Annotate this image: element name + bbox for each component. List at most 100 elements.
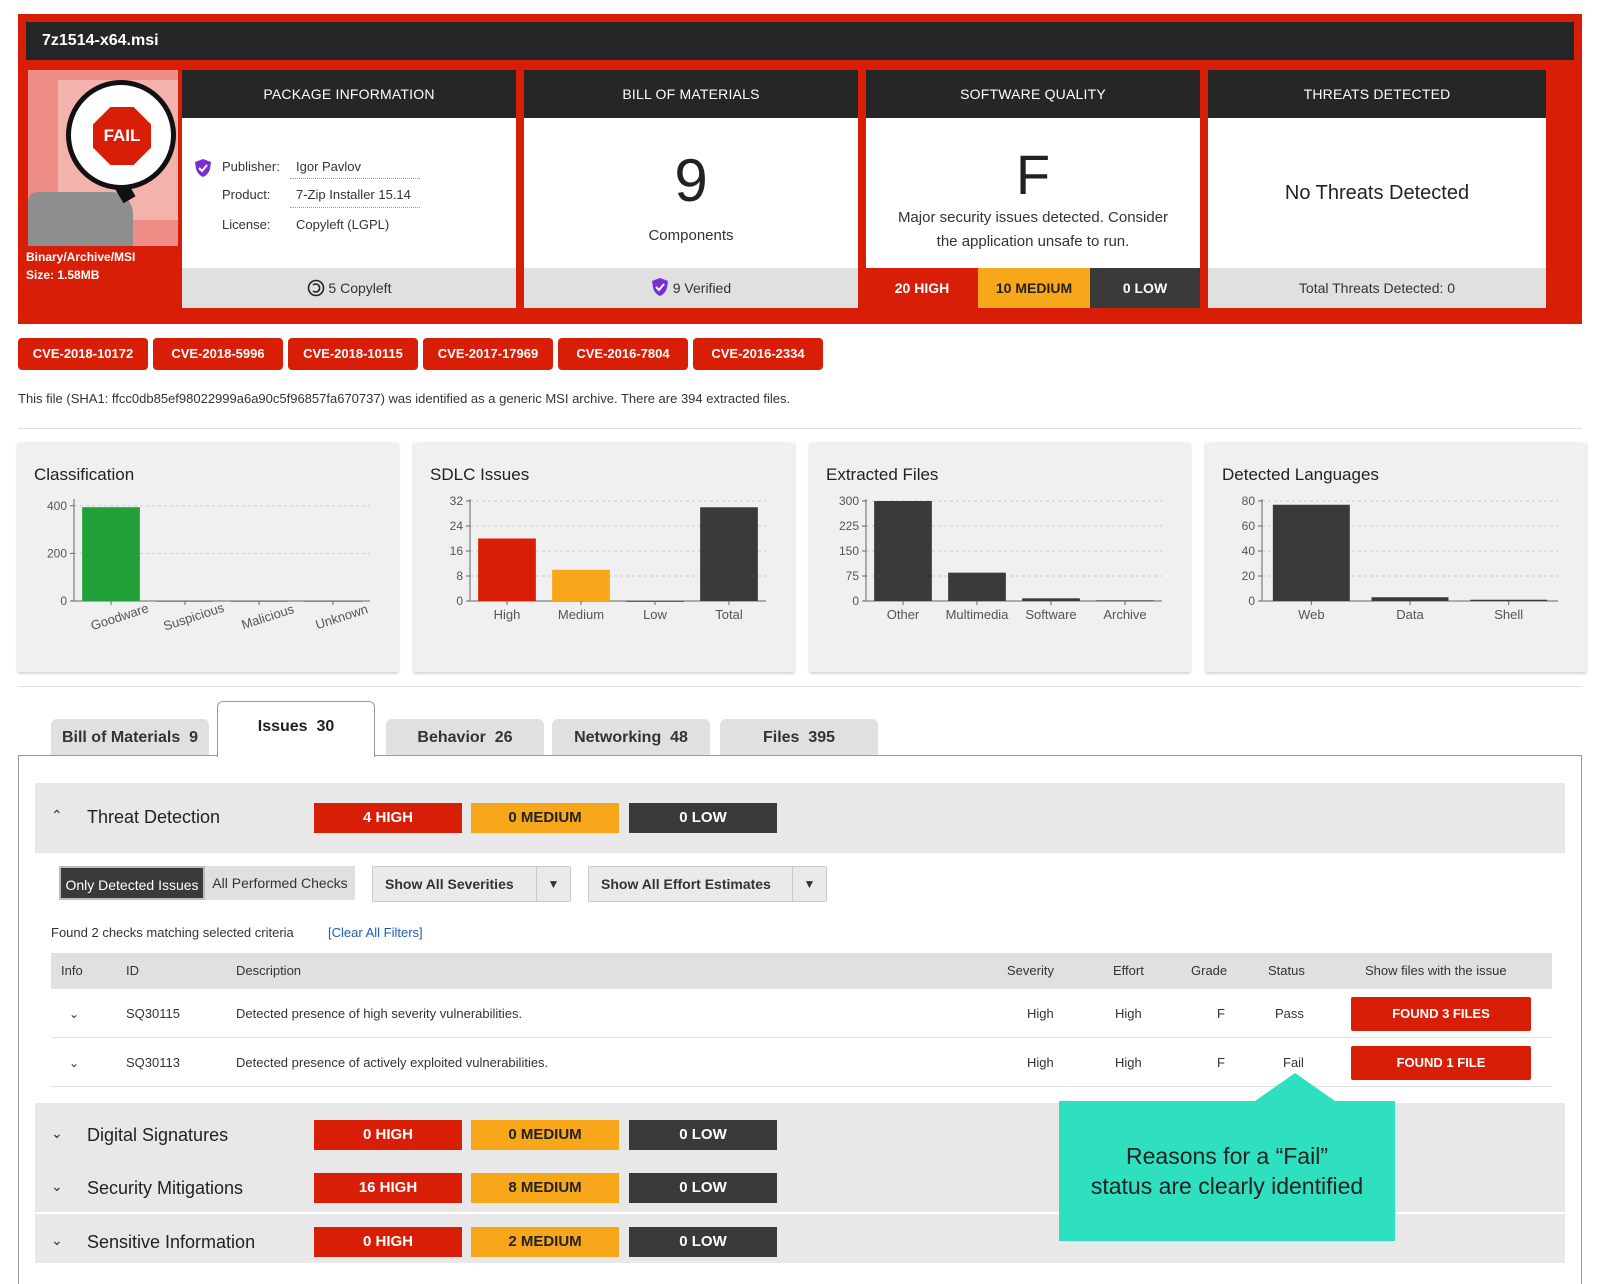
- tab-files[interactable]: Files 395: [720, 719, 878, 757]
- table-row[interactable]: ⌄ SQ30115 Detected presence of high seve…: [51, 990, 1552, 1038]
- verified-count: 9 Verified: [672, 280, 732, 296]
- chart-canvas: 0 8 16 24 32 High Medium Low Total: [450, 494, 766, 622]
- classification-chart: Classification 0 200 400 Goodware Suspicious…: [18, 443, 398, 672]
- x-tick-label: Multimedia: [946, 607, 1010, 622]
- all-performed-checks-toggle[interactable]: All Performed Checks: [205, 866, 355, 900]
- cve-chip[interactable]: CVE-2018-10115: [288, 338, 418, 370]
- cve-chip[interactable]: CVE-2018-5996: [153, 338, 283, 370]
- y-tick-label: 24: [450, 519, 464, 533]
- clear-filters-link[interactable]: [Clear All Filters]: [328, 925, 423, 940]
- found-files-button[interactable]: FOUND 3 FILES: [1351, 997, 1531, 1031]
- bill-of-materials-card: BILL OF MATERIALS 9 Components 9 Verifie…: [524, 70, 858, 308]
- medium-count-badge: 0 MEDIUM: [471, 803, 619, 833]
- chevron-down-icon[interactable]: ⌄: [51, 1178, 63, 1194]
- divider: [290, 207, 420, 208]
- medium-count-badge: 10 MEDIUM: [978, 268, 1090, 308]
- chevron-down-icon[interactable]: ▼: [792, 867, 826, 901]
- cve-chip[interactable]: CVE-2016-2334: [693, 338, 823, 370]
- section-threat-detection[interactable]: ⌃ Threat Detection 4 HIGH 0 MEDIUM 0 LOW: [35, 783, 1565, 853]
- y-tick-label: 0: [852, 594, 859, 608]
- chevron-down-icon[interactable]: ▼: [536, 867, 570, 901]
- product-label: Product:: [222, 187, 271, 202]
- severity-filter-value: Show All Severities: [385, 876, 514, 892]
- y-tick-label: 40: [1242, 544, 1256, 558]
- chevron-down-icon[interactable]: ⌄: [69, 1007, 80, 1021]
- card-header: THREATS DETECTED: [1208, 70, 1546, 118]
- section-sensitive-information[interactable]: ⌄ Sensitive Information 0 HIGH 2 MEDIUM …: [35, 1218, 1565, 1266]
- tab-count: 9: [189, 729, 199, 746]
- severity-filter-select[interactable]: Show All Severities ▼: [372, 866, 571, 902]
- x-tick-label: Malicious: [240, 601, 297, 632]
- section-digital-signatures[interactable]: ⌄ Digital Signatures 0 HIGH 0 MEDIUM 0 L…: [35, 1111, 1565, 1159]
- issue-description: Detected presence of actively exploited …: [236, 1055, 549, 1070]
- x-tick-label: Suspicious: [161, 600, 226, 634]
- product-value: 7-Zip Installer 15.14: [296, 187, 411, 202]
- only-detected-issues-toggle[interactable]: Only Detected Issues: [59, 866, 205, 900]
- chevron-down-icon[interactable]: ⌄: [69, 1056, 80, 1070]
- issue-status: Pass: [1275, 1006, 1304, 1021]
- section-title: Threat Detection: [87, 807, 221, 827]
- x-tick-label: Unknown: [314, 601, 370, 632]
- y-tick-label: 0: [1248, 594, 1255, 608]
- chevron-down-icon[interactable]: ⌄: [51, 1232, 63, 1248]
- col-effort: Effort: [1113, 963, 1144, 978]
- table-row[interactable]: ⌄ SQ30113 Detected presence of actively …: [51, 1039, 1552, 1087]
- y-tick-label: 75: [846, 569, 860, 583]
- bar-total: [700, 507, 758, 601]
- y-tick-label: 80: [1242, 494, 1256, 508]
- low-count-badge: 0 LOW: [629, 1173, 777, 1203]
- low-count-badge: 0 LOW: [629, 1227, 777, 1257]
- high-count-badge: 4 HIGH: [314, 803, 462, 833]
- cve-chip[interactable]: CVE-2017-17969: [423, 338, 553, 370]
- y-tick-label: 32: [450, 494, 464, 508]
- chevron-down-icon[interactable]: ⌄: [51, 1125, 63, 1141]
- bar-data: [1371, 597, 1449, 601]
- tab-count: 48: [670, 729, 688, 746]
- y-tick-label: 300: [839, 494, 859, 508]
- sdlc-issues-chart: SDLC Issues 0 8 16 24 32 High Medium Low Total: [414, 443, 794, 672]
- file-summary-header: 7z1514-x64.msi FAIL Binary/Archive/MSI S…: [18, 14, 1582, 324]
- chart-canvas: 0 75 150 225 300 Other Multimedia Software Archi…: [839, 494, 1162, 622]
- card-footer: 9 Verified: [524, 268, 858, 308]
- quality-message-line1: Major security issues detected. Consider: [897, 209, 1169, 226]
- fail-stop-icon: FAIL: [93, 107, 151, 165]
- chart-canvas: 0 200 400 Goodware Suspicious Malicious Unknow…: [47, 499, 370, 634]
- issue-effort: High: [1115, 1006, 1142, 1021]
- package-information-card: PACKAGE INFORMATION Publisher: Igor Pavl…: [182, 70, 516, 308]
- col-grade: Grade: [1191, 963, 1228, 978]
- x-tick-label: Total: [715, 607, 743, 622]
- issue-id: SQ30113: [126, 1055, 180, 1070]
- x-tick-label: Low: [643, 607, 667, 622]
- component-count: 9: [674, 147, 708, 214]
- detected-languages-chart: Detected Languages 0 20 40 60 80 Web Data Shell: [1206, 443, 1586, 672]
- copyleft-count: 5 Copyleft: [328, 280, 392, 296]
- software-quality-card: SOFTWARE QUALITY F Major security issues…: [866, 70, 1200, 308]
- col-severity: Severity: [1007, 963, 1054, 978]
- y-tick-label: 8: [456, 569, 463, 583]
- x-tick-label: Goodware: [89, 600, 151, 633]
- card-header: BILL OF MATERIALS: [524, 70, 858, 118]
- effort-filter-select[interactable]: Show All Effort Estimates ▼: [588, 866, 827, 902]
- col-files: Show files with the issue: [1365, 963, 1507, 978]
- bar-goodware: [82, 507, 140, 601]
- tab-behavior[interactable]: Behavior 26: [386, 719, 544, 757]
- section-security-mitigations[interactable]: ⌄ Security Mitigations 16 HIGH 8 MEDIUM …: [35, 1164, 1565, 1212]
- card-header: PACKAGE INFORMATION: [182, 70, 516, 118]
- tab-networking[interactable]: Networking 48: [552, 719, 710, 757]
- found-files-button[interactable]: FOUND 1 FILE: [1351, 1046, 1531, 1080]
- effort-filter-value: Show All Effort Estimates: [601, 876, 771, 892]
- chevron-up-icon[interactable]: ⌃: [51, 807, 63, 823]
- copyleft-icon: [307, 279, 324, 297]
- quality-grade: F: [1015, 143, 1051, 206]
- cve-chip[interactable]: CVE-2016-7804: [558, 338, 688, 370]
- cve-chip[interactable]: CVE-2018-10172: [18, 338, 148, 370]
- bar-web: [1272, 504, 1350, 601]
- card-footer: Total Threats Detected: 0: [1208, 268, 1546, 308]
- tab-issues[interactable]: Issues 30: [217, 701, 375, 757]
- card-footer: 5 Copyleft: [182, 268, 516, 308]
- tab-bill-of-materials[interactable]: Bill of Materials 9: [51, 719, 209, 757]
- issues-table-header: Info ID Description Severity Effort Grad…: [51, 953, 1552, 989]
- col-info: Info: [61, 963, 83, 978]
- x-tick-label: Shell: [1494, 607, 1523, 622]
- y-tick-label: 400: [47, 499, 67, 513]
